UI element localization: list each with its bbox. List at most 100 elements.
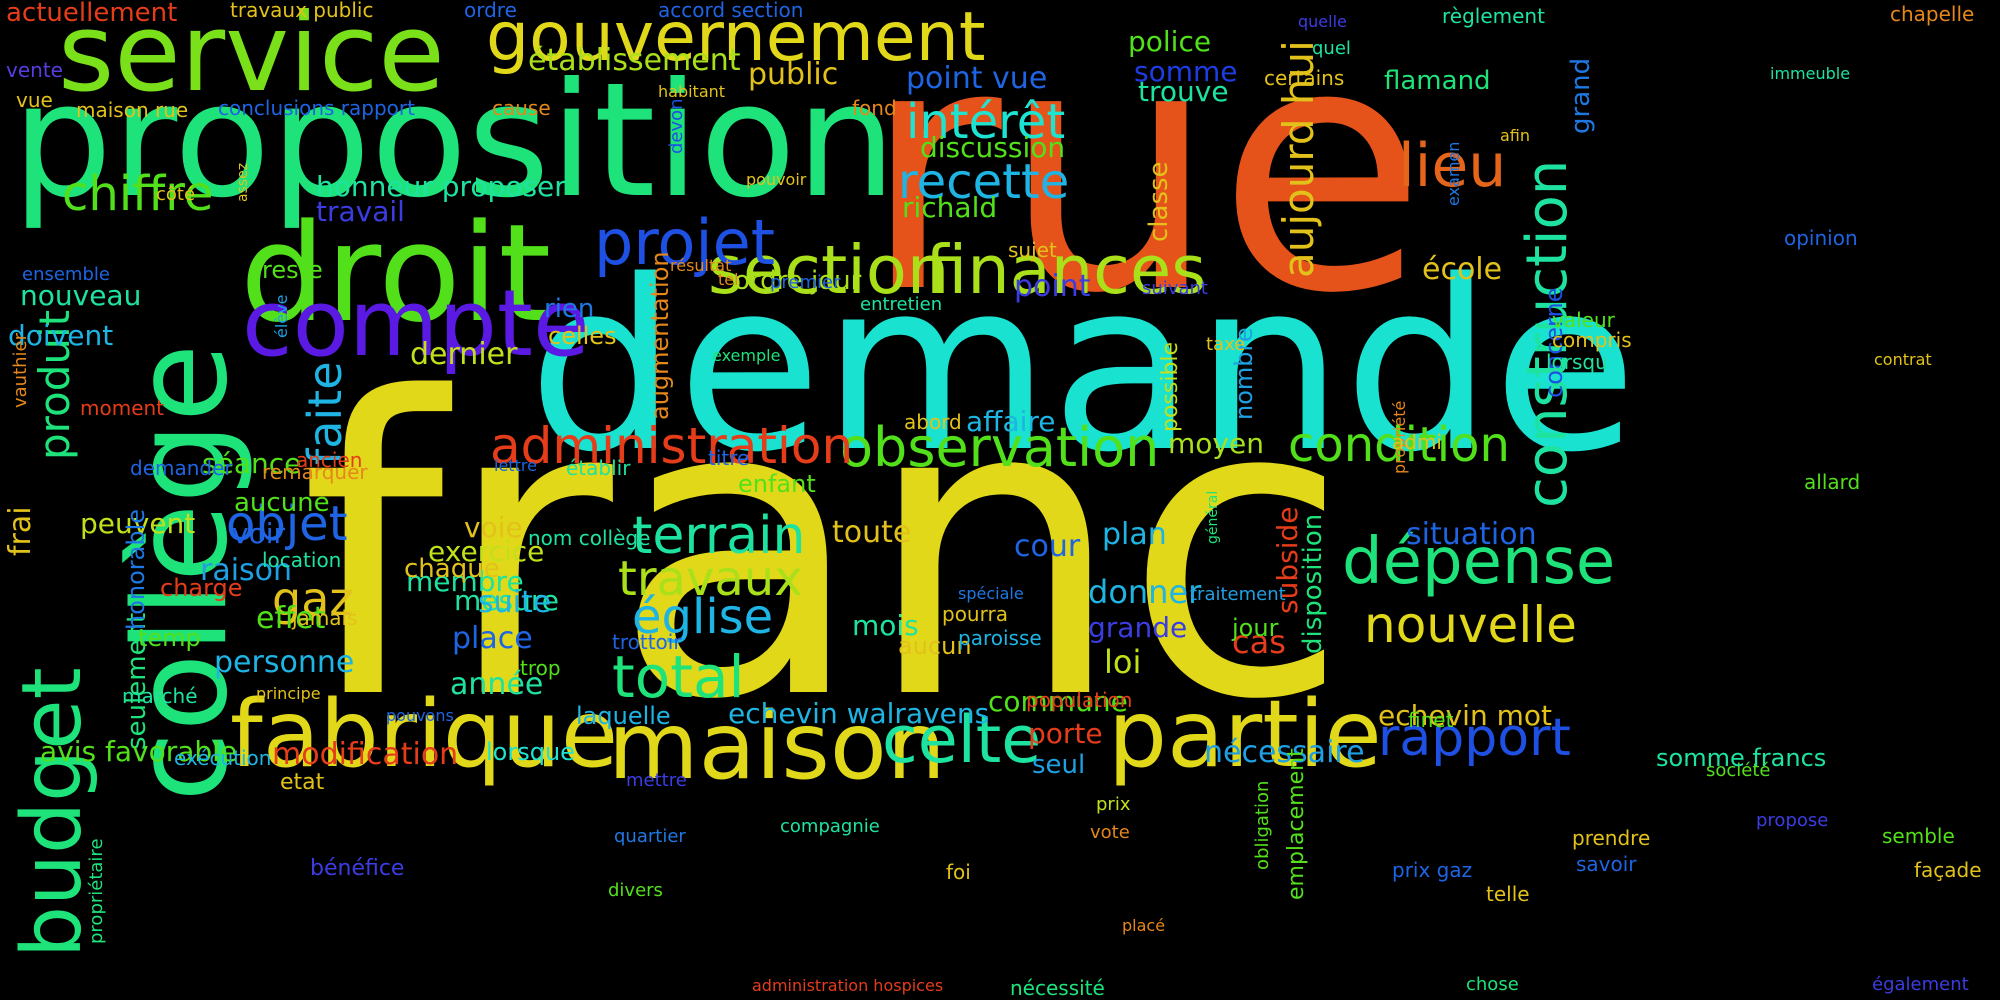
- word-ensemble: ensemble: [22, 264, 110, 285]
- word-certains: certains: [1264, 66, 1345, 90]
- word-finet: finet: [1408, 708, 1454, 732]
- word-compagnie: compagnie: [780, 816, 880, 837]
- word-école: école: [1422, 252, 1503, 287]
- word-discussion: discussion: [920, 131, 1066, 164]
- word-disposition: disposition: [1298, 513, 1328, 654]
- word-objet: objet: [226, 496, 348, 552]
- word-chapelle: chapelle: [1890, 2, 1975, 26]
- word-personne: personne: [214, 645, 355, 680]
- word-premier: premier: [770, 272, 841, 293]
- word-exécution: exécution: [174, 746, 272, 770]
- word-porte: porte: [1028, 717, 1103, 750]
- word-prendre: prendre: [1572, 826, 1651, 850]
- word-honneur-proposer: honneur proposer: [316, 170, 566, 203]
- word-ancien: ancien: [296, 448, 363, 472]
- word-travaux-public: travaux public: [230, 0, 374, 22]
- word-echevin-mot: echevin mot: [1378, 699, 1552, 732]
- word-vauthier: vauthier: [10, 332, 31, 408]
- word-propose: propose: [1756, 810, 1829, 831]
- word-chiffre: chiffre: [62, 166, 214, 222]
- word-peuvent: peuvent: [80, 507, 196, 540]
- word-dépense: dépense: [1342, 525, 1616, 599]
- word-projet: projet: [594, 206, 776, 279]
- word-pourra: pourra: [942, 602, 1008, 626]
- word-section: section: [708, 231, 950, 309]
- word-compte: compte: [242, 270, 590, 377]
- word-proposition: proposition: [12, 49, 897, 233]
- word-voie: voie: [464, 511, 523, 544]
- word-charge: charge: [160, 574, 243, 602]
- word-chaque: chaque: [404, 554, 500, 584]
- word-établissement: établissement: [528, 43, 741, 78]
- word-somme: somme: [1134, 55, 1238, 88]
- word-terrain: terrain: [632, 506, 806, 566]
- word-entretien: entretien: [860, 294, 943, 315]
- word-rien: rien: [544, 294, 595, 324]
- word-spéciale: spéciale: [958, 584, 1024, 603]
- word-aucun: aucun: [898, 632, 972, 660]
- word-exemple: exemple: [712, 346, 781, 365]
- word-temp: temp: [138, 624, 201, 652]
- word-administration-hospices: administration hospices: [752, 976, 944, 995]
- word-maison: maison: [608, 692, 946, 800]
- word-foi: foi: [946, 860, 971, 884]
- word-place: place: [452, 621, 533, 656]
- word-vote: vote: [1090, 822, 1130, 843]
- word-emplacement: emplacement: [1284, 748, 1309, 900]
- word-séance: séance: [202, 447, 302, 480]
- word-gaz: gaz: [272, 572, 354, 626]
- word-suite: suite: [478, 585, 552, 620]
- word-condition: condition: [1288, 417, 1510, 473]
- word-maison-rue: maison rue: [76, 98, 189, 122]
- word-allard: allard: [1804, 470, 1861, 494]
- word-effet: effet: [256, 601, 326, 636]
- word-cause: cause: [492, 96, 551, 120]
- word-cour: cour: [1014, 529, 1081, 564]
- word-lorsqu: lorsqu: [1546, 350, 1608, 374]
- word-location: location: [262, 548, 342, 572]
- word-public: public: [748, 57, 839, 92]
- word-toute: toute: [832, 515, 912, 550]
- word-telle: telle: [1486, 882, 1530, 906]
- word-service: service: [58, 0, 445, 116]
- word-quartier: quartier: [614, 826, 686, 847]
- word-loi: loi: [1104, 643, 1142, 681]
- word-classe: classe: [1144, 161, 1174, 242]
- word-membre: membre: [406, 565, 524, 598]
- word-titre: titre: [708, 446, 750, 470]
- word-savoir: savoir: [1576, 852, 1637, 876]
- word-opinion: opinion: [1784, 226, 1858, 250]
- word-moment: moment: [80, 396, 165, 420]
- word-habitant: habitant: [658, 82, 726, 101]
- word-taxe: taxe: [1206, 334, 1246, 355]
- word-augmentation: augmentation: [646, 251, 674, 420]
- word-obligation: obligation: [1252, 780, 1273, 870]
- word-paroisse: paroisse: [958, 626, 1042, 650]
- word-élève: élève: [272, 294, 291, 338]
- word-devon: devon: [666, 98, 687, 154]
- word-finances: finances: [925, 231, 1207, 309]
- word-société: société: [1706, 760, 1771, 781]
- word-semble: semble: [1882, 824, 1955, 848]
- word-accord-section: accord section: [658, 0, 804, 22]
- word-administration: administration: [490, 417, 854, 475]
- word-rue: rue: [862, 0, 1427, 368]
- word-mois: mois: [852, 609, 919, 642]
- word-plan: plan: [1102, 517, 1167, 552]
- word-contrat: contrat: [1874, 350, 1932, 369]
- word-bénéfice: bénéfice: [310, 856, 405, 881]
- word-demande: demande: [528, 231, 1638, 504]
- word-nécessaire: nécessaire: [1204, 735, 1365, 770]
- word-rapport: rapport: [1378, 708, 1571, 768]
- word-admi: admi: [1392, 430, 1442, 454]
- word-raison: raison: [200, 553, 293, 588]
- word-reste: reste: [262, 256, 323, 284]
- word-echevin-walravens: echevin walravens: [728, 697, 990, 730]
- word-point-vue: point vue: [906, 61, 1048, 96]
- word-mettre: mettre: [626, 770, 687, 791]
- word-résultat: résultat: [670, 256, 732, 275]
- word-également: également: [1872, 974, 1969, 995]
- word-commune: commune: [988, 685, 1128, 718]
- word-donner: donner: [1088, 573, 1202, 611]
- word-mesure: mesure: [454, 584, 559, 617]
